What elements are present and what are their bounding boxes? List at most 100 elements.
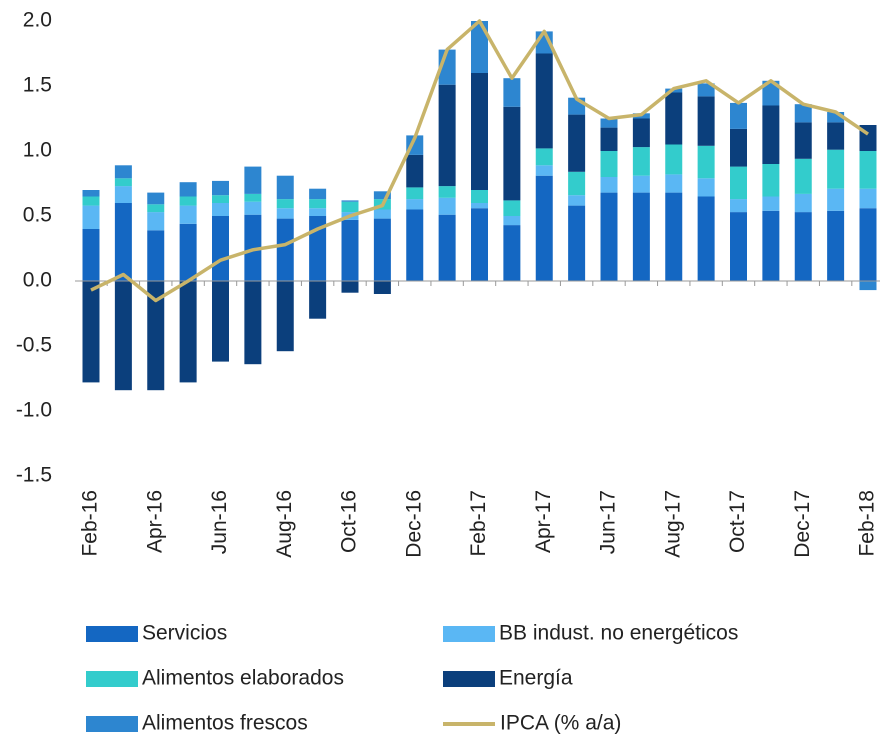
y-tick-label: -0.5 <box>16 334 52 357</box>
bar-segment <box>471 203 488 209</box>
bar-segment <box>276 175 294 200</box>
bar-segment <box>794 193 812 213</box>
bar-segment <box>82 205 100 229</box>
x-tick-label: Feb-17 <box>467 490 490 557</box>
bar-segment <box>82 229 100 281</box>
bar-segment <box>406 209 424 281</box>
bar-segment <box>212 216 229 281</box>
bar-segment <box>697 83 715 97</box>
bar-segment <box>341 201 359 213</box>
bar-segment <box>535 175 553 281</box>
legend-swatch <box>443 626 495 642</box>
bar-segment <box>309 208 327 216</box>
bar-segment <box>859 151 877 189</box>
bar-segment <box>147 204 165 213</box>
bar-segment <box>568 205 586 281</box>
bar-segment <box>600 177 618 193</box>
bar-segment <box>438 84 456 187</box>
bar-segment <box>438 197 456 215</box>
bar-segment <box>665 174 683 193</box>
bar-segment <box>632 192 650 281</box>
bar-segment <box>859 281 877 291</box>
bar-segment <box>179 196 197 206</box>
bar-segment <box>244 281 262 365</box>
bar-segment <box>632 175 650 193</box>
bar-segment <box>244 201 262 215</box>
bar-segment <box>697 196 715 281</box>
bar-segment <box>147 212 165 231</box>
bar-segment <box>114 281 132 391</box>
legend-label: Alimentos elaborados <box>142 667 344 690</box>
x-tick-label: Feb-18 <box>856 490 879 557</box>
bar-segment <box>762 196 780 211</box>
bar-segment <box>179 281 197 383</box>
bar-segment <box>471 208 488 281</box>
y-tick-label: -1.5 <box>16 464 52 487</box>
bar-segment <box>827 122 845 150</box>
bar-segment <box>600 127 618 151</box>
bar-segment <box>244 166 262 194</box>
legend-swatch <box>86 626 138 642</box>
bar-segment <box>762 105 780 164</box>
bar-segment <box>697 178 715 197</box>
bar-segment <box>568 195 586 206</box>
bar-segment <box>244 193 262 202</box>
bar-segment <box>568 114 586 172</box>
bar-segment <box>212 180 229 196</box>
x-tick-label: Apr-16 <box>143 490 166 553</box>
bar-segment <box>600 192 618 281</box>
x-tick-label: Feb-16 <box>79 490 102 557</box>
bar-segment <box>438 214 456 281</box>
bar-segment <box>82 281 100 383</box>
bar-segment <box>114 203 132 281</box>
bar-segment <box>373 281 391 294</box>
x-tick-label: Jun-16 <box>208 490 231 554</box>
bar-segment <box>147 192 165 205</box>
bar-segment <box>697 145 715 179</box>
y-tick-label: 1.0 <box>23 139 52 162</box>
bar-segment <box>276 199 294 209</box>
bar-segment <box>341 200 359 202</box>
x-tick-label: Dec-16 <box>402 490 425 558</box>
bar-segment <box>471 21 488 73</box>
bar-segment <box>503 106 521 201</box>
x-tick-label: Aug-17 <box>661 490 684 558</box>
y-tick-label: -1.0 <box>16 399 52 422</box>
bar-segment <box>114 186 132 203</box>
bar-segment <box>503 78 521 107</box>
bar-segment <box>762 210 780 281</box>
x-tick-label: Oct-16 <box>338 490 361 553</box>
bar-segment <box>147 281 165 391</box>
bar-segment <box>730 199 747 213</box>
bar-segment <box>212 203 229 216</box>
bar-segment <box>794 104 812 123</box>
bar-segment <box>406 187 424 200</box>
bar-segment <box>632 147 650 176</box>
legend-swatch <box>86 716 138 732</box>
bar-segment <box>730 212 747 281</box>
legend-label: Alimentos frescos <box>142 712 308 735</box>
legend-label: BB indust. no energéticos <box>499 622 738 645</box>
bar-segment <box>794 122 812 159</box>
bar-segment <box>535 148 553 166</box>
bar-segment <box>276 218 294 281</box>
bar-segment <box>406 154 424 188</box>
bar-segment <box>665 144 683 175</box>
bar-segment <box>471 190 488 203</box>
bar-segment <box>147 230 165 281</box>
bar-segment <box>406 199 424 210</box>
bar-segment <box>212 281 229 362</box>
bar-segment <box>179 205 197 224</box>
bar-segment <box>309 188 327 200</box>
bar-segment <box>632 118 650 148</box>
bar-segment <box>276 208 294 219</box>
bar-segment <box>730 102 747 129</box>
bar-segment <box>600 151 618 177</box>
bar-segment <box>827 149 845 189</box>
legend-label: Servicios <box>142 622 227 645</box>
bar-segment <box>373 209 391 219</box>
bar-segment <box>82 196 100 206</box>
bar-segment <box>82 190 100 197</box>
legend-label: IPCA (% a/a) <box>500 712 621 735</box>
bar-segment <box>535 53 553 149</box>
